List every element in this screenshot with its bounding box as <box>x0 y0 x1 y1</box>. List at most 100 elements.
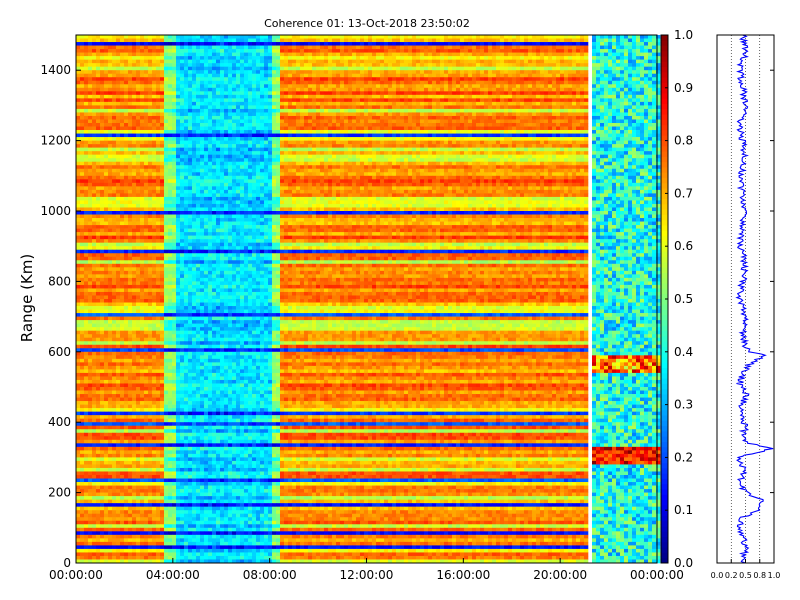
heatmap-cell <box>464 133 469 138</box>
heatmap-cell <box>376 77 381 82</box>
heatmap-cell <box>416 151 421 155</box>
heatmap-cell <box>480 133 485 138</box>
heatmap-cell <box>300 137 305 141</box>
heatmap-cell <box>596 147 601 152</box>
heatmap-cell <box>160 87 165 92</box>
heatmap-cell <box>344 77 349 82</box>
heatmap-cell <box>232 101 237 106</box>
heatmap-cell <box>288 35 293 39</box>
heatmap-cell <box>532 123 537 127</box>
heatmap-cell <box>348 87 353 92</box>
heatmap-cell <box>216 80 221 85</box>
heatmap-cell <box>420 98 425 103</box>
heatmap-cell <box>272 45 277 50</box>
heatmap-cell <box>208 105 213 110</box>
heatmap-cell <box>520 87 525 92</box>
heatmap-cell <box>184 77 189 82</box>
heatmap-cell <box>232 42 237 46</box>
heatmap-cell <box>324 123 329 127</box>
heatmap-cell <box>212 77 217 82</box>
heatmap-cell <box>520 123 525 127</box>
heatmap-cell <box>92 38 97 43</box>
heatmap-cell <box>508 80 513 85</box>
heatmap-cell <box>492 42 497 46</box>
heatmap-cell <box>320 91 325 96</box>
heatmap-cell <box>496 42 501 46</box>
heatmap-cell <box>476 115 481 120</box>
heatmap-cell <box>560 59 565 64</box>
heatmap-cell <box>436 84 441 89</box>
heatmap-cell <box>252 45 257 50</box>
heatmap-cell <box>512 73 517 78</box>
heatmap-cell <box>316 91 321 96</box>
heatmap-cell <box>644 87 649 92</box>
heatmap-cell <box>348 133 353 138</box>
heatmap-cell <box>460 123 465 127</box>
heatmap-cell <box>224 98 229 103</box>
heatmap-cell <box>148 144 153 148</box>
heatmap-cell <box>112 42 117 46</box>
heatmap-cell <box>264 154 269 159</box>
heatmap-cell <box>484 137 489 141</box>
heatmap-cell <box>488 66 493 71</box>
heatmap-cell <box>556 108 561 113</box>
heatmap-cell <box>572 73 577 78</box>
heatmap-cell <box>640 101 645 106</box>
heatmap-cell <box>648 77 653 82</box>
heatmap-cell <box>388 147 393 152</box>
heatmap-cell <box>156 77 161 82</box>
heatmap-cell <box>508 137 513 141</box>
heatmap-cell <box>264 66 269 71</box>
heatmap-cell <box>136 147 141 152</box>
heatmap-cell <box>472 77 477 82</box>
heatmap-cell <box>140 77 145 82</box>
heatmap-cell <box>132 137 137 141</box>
heatmap-cell <box>540 66 545 71</box>
heatmap-cell <box>380 52 385 57</box>
heatmap-cell <box>528 80 533 85</box>
heatmap-cell <box>348 147 353 152</box>
heatmap-cell <box>432 144 437 148</box>
heatmap-cell <box>384 137 389 141</box>
heatmap-cell <box>632 77 637 82</box>
heatmap-cell <box>116 73 121 78</box>
heatmap-cell <box>236 80 241 85</box>
heatmap-cell <box>576 52 581 57</box>
heatmap-cell <box>284 126 289 131</box>
heatmap-cell <box>196 126 201 131</box>
heatmap-cell <box>532 119 537 124</box>
heatmap-cell <box>412 73 417 78</box>
heatmap-cell <box>76 94 81 99</box>
heatmap-cell <box>84 35 89 39</box>
heatmap-cell <box>240 154 245 159</box>
heatmap-cell <box>496 144 501 148</box>
heatmap-cell <box>240 91 245 96</box>
heatmap-cell <box>604 63 609 67</box>
heatmap-cell <box>636 130 641 134</box>
heatmap-cell <box>484 105 489 110</box>
heatmap-cell <box>516 115 521 120</box>
heatmap-cell <box>228 80 233 85</box>
heatmap-cell <box>572 77 577 82</box>
heatmap-cell <box>360 151 365 155</box>
heatmap-cell <box>360 126 365 131</box>
heatmap-cell <box>88 70 93 75</box>
heatmap-cell <box>120 59 125 64</box>
heatmap-cell <box>412 101 417 106</box>
heatmap-cell <box>268 137 273 141</box>
heatmap-cell <box>520 144 525 148</box>
heatmap-cell <box>344 45 349 50</box>
heatmap-cell <box>324 144 329 148</box>
heatmap-cell <box>292 133 297 138</box>
heatmap-cell <box>116 101 121 106</box>
heatmap-cell <box>196 77 201 82</box>
heatmap-cell <box>372 108 377 113</box>
heatmap-cell <box>196 38 201 43</box>
heatmap-cell <box>368 70 373 75</box>
heatmap-cell <box>300 56 305 60</box>
heatmap-cell <box>600 105 605 110</box>
heatmap-cell <box>120 105 125 110</box>
heatmap-cell <box>92 126 97 131</box>
heatmap-cell <box>488 108 493 113</box>
heatmap-cell <box>428 94 433 99</box>
